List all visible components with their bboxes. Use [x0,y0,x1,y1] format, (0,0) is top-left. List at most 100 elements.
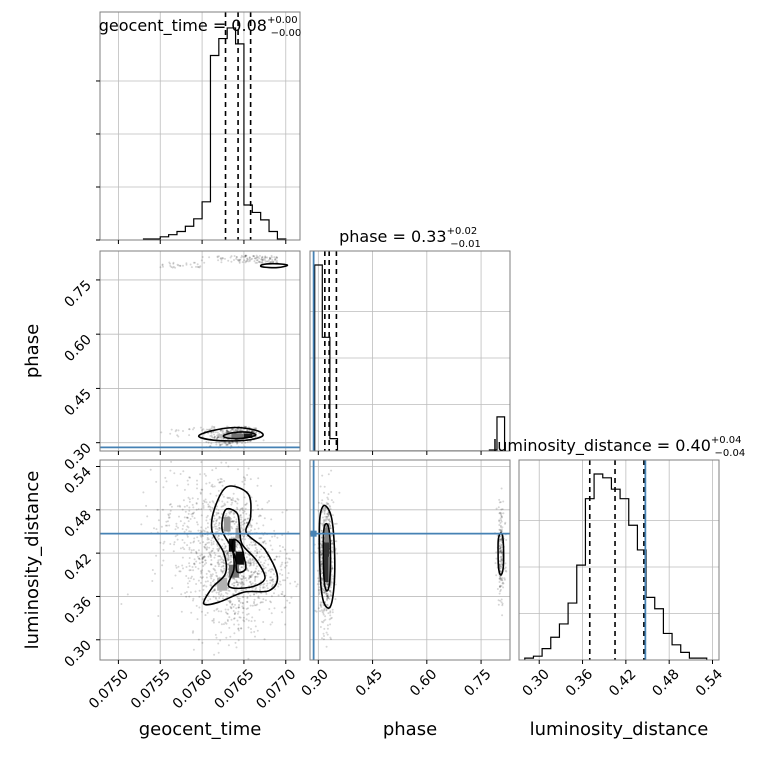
sample-point [220,561,223,564]
density-cell [218,434,232,438]
sample-point [205,501,208,504]
sample-point [497,599,500,602]
sample-point [162,265,164,268]
sample-point [200,531,203,534]
sample-point [503,577,506,580]
sample-point [225,512,228,515]
sample-point [185,263,188,266]
sample-point [303,571,305,573]
sample-point [498,581,501,583]
sample-point [500,535,503,538]
sample-point [252,540,255,543]
sample-point [232,428,235,431]
sample-point [324,515,327,518]
sample-point [189,530,192,533]
sample-point [323,619,325,622]
title-minus: −0.04 [715,448,746,459]
sample-point [505,570,508,573]
x-tick-label: 0.60 [407,666,440,699]
sample-point [156,508,159,511]
sample-point [246,517,249,520]
sample-point [183,522,186,525]
sample-point [218,597,221,599]
sample-point [215,531,218,534]
sample-point [332,501,335,504]
sample-point [274,558,276,561]
sample-point [495,557,498,560]
sample-point [501,530,503,533]
sample-point [219,594,222,597]
sample-point [499,579,502,581]
sample-point [264,566,267,569]
sample-point [209,584,212,587]
sample-point [225,444,228,447]
sample-point [180,593,183,596]
sample-point [217,555,220,558]
sample-point [326,582,329,585]
sample-point [195,508,198,511]
sample-point [201,557,204,560]
sample-point [235,521,238,524]
sample-point [271,621,274,624]
sample-point [500,519,503,522]
axes-frame [518,459,720,661]
sample-point [225,611,227,614]
sample-point [290,596,293,599]
sample-point [253,255,256,258]
sample-point [227,551,230,553]
sample-point [212,430,215,433]
sample-point [234,641,237,644]
sample-point [499,522,502,524]
sample-point [195,502,198,504]
sample-point [200,526,203,529]
sample-point [270,256,273,259]
title-value: luminosity_distance = 0.40 [493,436,711,456]
sample-point [248,440,251,443]
sample-point [177,435,180,438]
sample-point [230,520,233,523]
sample-point [207,538,210,541]
sample-point [199,542,202,545]
sample-point [206,546,209,549]
sample-point [259,261,261,263]
sample-point [498,520,501,523]
sample-point [318,589,321,592]
panel-content [310,460,510,660]
sample-point [200,572,203,575]
sample-point [323,509,326,512]
sample-point [243,522,246,525]
sample-point [229,561,232,564]
sample-point [221,500,224,503]
sample-point [247,260,250,263]
sample-point [187,512,190,515]
sample-point [227,608,230,611]
sample-point [271,568,274,570]
sample-point [328,589,331,592]
sample-point [216,505,218,508]
sample-point [326,627,329,630]
hist-step-line [314,264,506,451]
sample-point [223,442,226,445]
sample-point [231,428,234,430]
sample-point [494,562,497,565]
sample-point [284,566,286,569]
y-tick-label: 0.54 [61,464,94,497]
sample-point [261,255,264,258]
sample-point [227,600,230,603]
sample-point [245,521,248,524]
sample-point [205,519,208,522]
sample-point [244,577,247,579]
sample-point [245,579,248,582]
sample-point [219,430,222,432]
sample-point [252,430,255,433]
sample-point [246,440,249,443]
sample-point [226,443,229,446]
sample-point [234,611,237,614]
sample-point [203,546,206,549]
sample-point [179,547,182,550]
sample-point [213,436,216,439]
sample-point [320,549,323,552]
sample-point [498,545,501,548]
sample-point [243,483,246,486]
sample-point [201,488,204,491]
